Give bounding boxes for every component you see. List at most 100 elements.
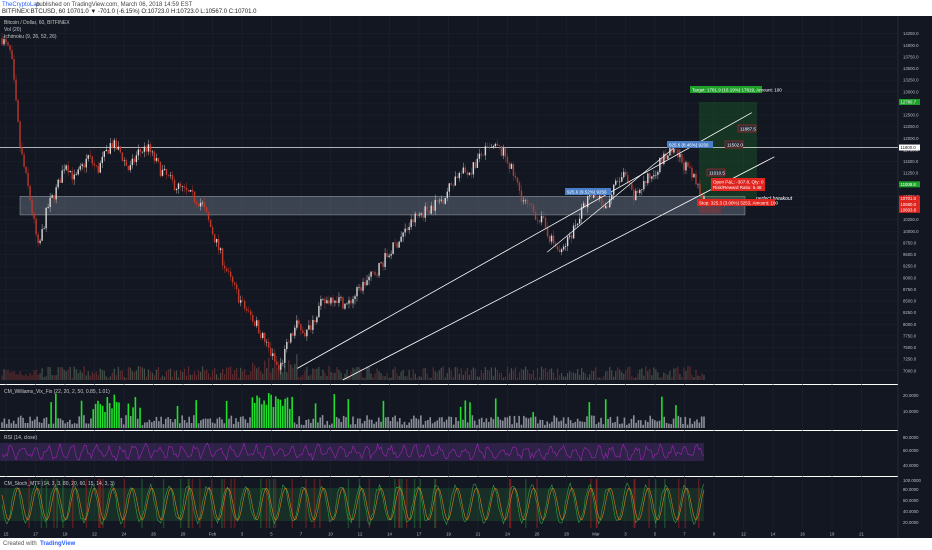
candle-body [390,253,392,256]
volume-bar [368,367,370,380]
wvf-bar [429,417,432,428]
volume-bar [621,372,623,380]
candle-body [83,164,85,168]
volume-bar [165,370,168,380]
volume-bar [203,370,206,380]
author-link[interactable]: TheCryptoLab [2,2,41,8]
volume-bar [677,366,679,380]
wvf-bar [569,420,572,428]
volume-bar [556,368,559,380]
volume-bar [191,374,194,380]
pane-tick: 40.0000 [903,463,919,468]
candle-body [552,235,555,244]
candle-body [314,320,316,323]
volume-bar [629,366,631,380]
wvf-bar [188,416,190,428]
candle-body [45,208,47,229]
candle-body [586,196,589,208]
wvf-bar [347,399,350,428]
candle-body [61,170,63,183]
wvf-bar [518,415,520,428]
wvf-bar [148,419,151,428]
volume-bar [685,370,687,380]
candle-body [25,166,27,173]
volume-bar [647,371,649,380]
price-tick: 12250.0 [903,124,919,129]
volume-bar [386,372,388,380]
pane-tick-labels: 20.0000 10.0000 80.0000 60.0000 40.0000 100.0… [903,393,922,525]
wvf-bar [169,419,172,428]
volume-bar [61,367,63,380]
wvf-bar [305,420,307,428]
volume-bar [167,369,170,380]
volume-bar [121,370,123,380]
candle-body [492,146,495,148]
volume-bar [671,377,673,380]
candle-body [294,327,296,336]
volume-bar [673,368,675,380]
candle-body [376,274,378,276]
candle-body [103,151,105,157]
volume-bar [478,376,480,380]
candle-body [448,183,450,192]
legend-title: Bitcoin / Dollar, 60, BITFINEX [4,20,70,26]
wvf-bar [616,416,619,428]
wvf-bar [647,422,649,428]
candle-body [416,213,418,216]
candle-body [231,276,234,283]
candle-body [191,190,194,192]
candle-body [149,144,152,153]
volume-bar [581,368,583,380]
candle-body [494,143,497,147]
candle-body [621,177,623,182]
volume-bar [388,377,390,380]
candle-body [101,156,103,163]
wvf-bar [527,418,530,428]
candle-body [629,182,631,184]
candle-body [697,183,699,185]
candle-body [215,238,218,243]
tradingview-logo[interactable]: TradingView [40,541,76,547]
wvf-bar [207,418,209,428]
wvf-bar [394,415,396,428]
wvf-bar [136,418,139,428]
wvf-bar [345,417,347,428]
candle-body [488,146,491,148]
candle-body [221,248,224,266]
candle-body [402,232,404,237]
volume-bar [340,372,342,380]
wvf-bar [368,419,371,428]
wvf-bar [438,417,441,428]
volume-bar [488,370,490,380]
wvf-bar [174,419,176,428]
published-info: published on TradingView.com, March 06, … [36,2,193,8]
wvf-bar [317,422,319,428]
wvf-bar [150,422,153,428]
volume-bar [342,377,344,380]
svg-text:925.6 (8.46%) 9256: 925.6 (8.46%) 9256 [669,143,709,148]
candle-body [193,191,196,202]
volume-bar [649,368,651,380]
wvf-bar [228,418,230,428]
pane-tick: 80.0000 [903,435,919,440]
volume-bar [171,376,174,380]
volume-bar [482,372,484,380]
price-tick: 7250.0 [903,357,917,362]
candle-body [119,146,122,153]
chart-svg[interactable]: Bitcoin / Dollar, 60, BITFINEX Vol (20) … [0,16,932,538]
volume-bar [41,368,43,380]
stoch-pane[interactable] [0,477,898,529]
candle-body [420,213,422,215]
volume-bar [310,374,312,380]
wvf-bar [221,419,223,428]
candle-body [364,281,366,286]
wvf-bar [223,423,226,428]
volume-bar [615,371,617,380]
wvf-bar [274,396,277,428]
wvf-bar [677,415,680,428]
volume-bar [494,367,497,380]
volume-bar [394,366,396,380]
candle-body [601,195,603,206]
candle-body [187,190,190,192]
volume-bar [554,377,557,380]
